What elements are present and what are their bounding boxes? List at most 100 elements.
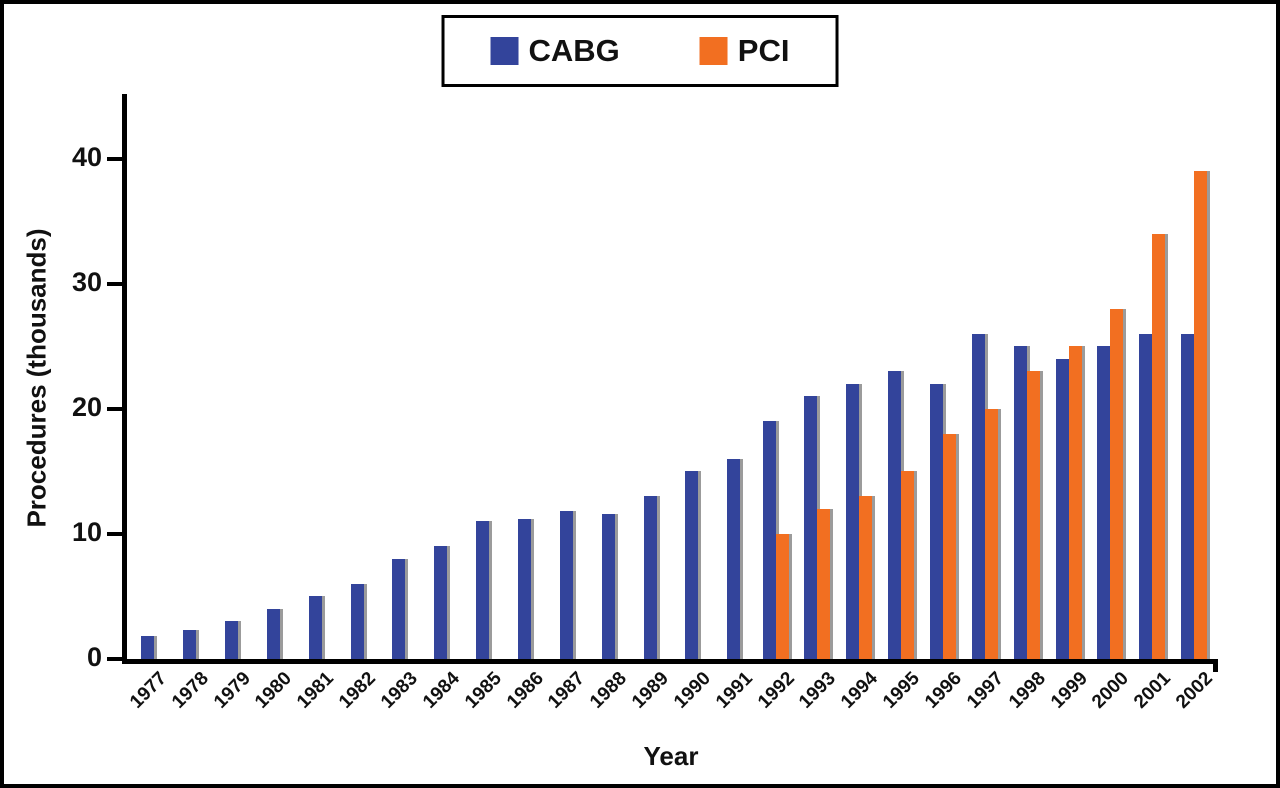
bar-group-1980 [253, 96, 295, 659]
bar-pci-1994 [859, 496, 873, 659]
x-axis-tick-label: 1979 [209, 668, 255, 713]
bar-group-1977 [127, 96, 169, 659]
bar-group-1984 [420, 96, 462, 659]
bar-cabg-1994 [846, 383, 860, 659]
x-axis-tick-label: 2002 [1172, 668, 1217, 713]
bar-group-1998 [1006, 96, 1048, 659]
x-axis-tick-label: 2001 [1130, 668, 1176, 713]
bar-group-2000 [1089, 96, 1131, 659]
bar-group-2001 [1131, 96, 1173, 659]
x-axis-tick-label: 1988 [586, 668, 632, 713]
bar-cabg-1993 [804, 396, 818, 659]
y-axis-line [122, 94, 127, 664]
bar-pci-2001 [1152, 233, 1166, 659]
bar-pci-2002 [1194, 171, 1208, 659]
y-axis-tick-label: 10 [71, 516, 102, 547]
bar-group-1983 [378, 96, 420, 659]
bar-group-2002 [1173, 96, 1215, 659]
bar-pci-1992 [775, 533, 789, 659]
bar-pci-2000 [1110, 308, 1124, 659]
bar-cabg-1991 [727, 458, 741, 659]
bar-pci-1998 [1026, 371, 1040, 659]
bar-cabg-1978 [183, 630, 197, 659]
x-axis-tick-label: 1991 [711, 668, 757, 713]
legend-item-pci: PCI [699, 33, 790, 69]
legend-label-cabg: CABG [528, 33, 620, 68]
x-axis-tick-label: 1985 [460, 668, 506, 713]
x-axis-tick-label: 1993 [795, 668, 841, 713]
x-axis-tick-label: 1998 [1004, 668, 1050, 713]
x-axis-tick-label: 1995 [879, 668, 924, 713]
x-axis-tick-label: 1981 [293, 668, 339, 713]
bar-cabg-2001 [1139, 333, 1153, 659]
x-axis-end-tick [1213, 659, 1218, 672]
x-axis-tick-label: 1983 [377, 668, 422, 713]
bar-cabg-1983 [392, 558, 406, 659]
bar-cabg-1979 [225, 621, 239, 659]
bar-group-1982 [336, 96, 378, 659]
bar-cabg-2002 [1181, 333, 1195, 659]
y-axis-tick [107, 406, 122, 411]
x-axis-line [122, 659, 1218, 664]
legend-label-pci: PCI [737, 33, 790, 68]
x-axis-tick-label: 1984 [418, 668, 464, 713]
y-axis-tick [107, 156, 122, 161]
bar-group-1992 [755, 96, 797, 659]
bar-cabg-1982 [350, 583, 364, 659]
x-axis-tick-label: 1982 [335, 668, 380, 713]
bar-cabg-1999 [1055, 358, 1069, 659]
y-axis-tick-label: 0 [86, 642, 102, 672]
bar-cabg-1988 [601, 513, 615, 659]
x-axis-tick-label: 1994 [837, 668, 883, 713]
bar-cabg-2000 [1097, 346, 1111, 659]
y-axis-tick-label: 40 [71, 141, 102, 172]
bar-cabg-1987 [559, 511, 573, 659]
bar-cabg-1995 [888, 371, 902, 659]
y-axis-tick-label: 20 [71, 391, 102, 422]
bar-cabg-1992 [762, 421, 776, 659]
bar-cabg-1980 [266, 608, 280, 659]
bar-group-1995 [880, 96, 922, 659]
x-axis-tick-label: 1977 [126, 668, 171, 713]
y-axis-tick [107, 281, 122, 286]
bar-pci-1999 [1068, 346, 1082, 659]
bar-cabg-1985 [476, 521, 490, 659]
x-axis-tick-label: 1996 [921, 668, 966, 713]
x-axis-tick-label: 1980 [251, 668, 297, 713]
bar-pci-1995 [901, 471, 915, 659]
legend-item-cabg: CABG [490, 33, 620, 69]
y-axis-tick-label: 30 [71, 266, 102, 297]
x-axis-title: Year [643, 741, 699, 771]
bar-group-1989 [629, 96, 671, 659]
y-axis-tick [107, 531, 122, 536]
chart-legend: CABG PCI [441, 15, 839, 87]
x-axis-tick-label: 1987 [544, 668, 590, 713]
bar-pci-1996 [942, 433, 956, 659]
y-axis-tick [107, 657, 122, 661]
x-axis-tick-label: 1989 [628, 668, 673, 713]
bar-pci-1997 [984, 408, 998, 659]
bar-group-1985 [462, 96, 504, 659]
bar-cabg-1977 [141, 636, 155, 659]
x-axis-tick-label: 1992 [753, 668, 799, 713]
bar-group-1986 [504, 96, 546, 659]
bar-cabg-1997 [971, 333, 985, 659]
bar-group-1990 [671, 96, 713, 659]
x-axis-tick-label: 1986 [502, 668, 548, 713]
bar-cabg-1998 [1013, 346, 1027, 659]
legend-swatch-pci [699, 37, 728, 65]
bar-group-1988 [587, 96, 629, 659]
bar-cabg-1990 [685, 471, 699, 659]
legend-swatch-cabg [490, 37, 519, 65]
bar-group-1979 [211, 96, 253, 659]
bar-group-1978 [169, 96, 211, 659]
bar-group-1993 [797, 96, 839, 659]
x-axis-tick-label: 2000 [1088, 668, 1134, 713]
x-axis-tick-label: 1990 [670, 668, 715, 713]
bar-group-1991 [713, 96, 755, 659]
bar-group-1994 [838, 96, 880, 659]
bar-group-1999 [1048, 96, 1090, 659]
x-axis-tick-label: 1999 [1046, 668, 1092, 713]
bar-pci-1993 [817, 508, 831, 659]
